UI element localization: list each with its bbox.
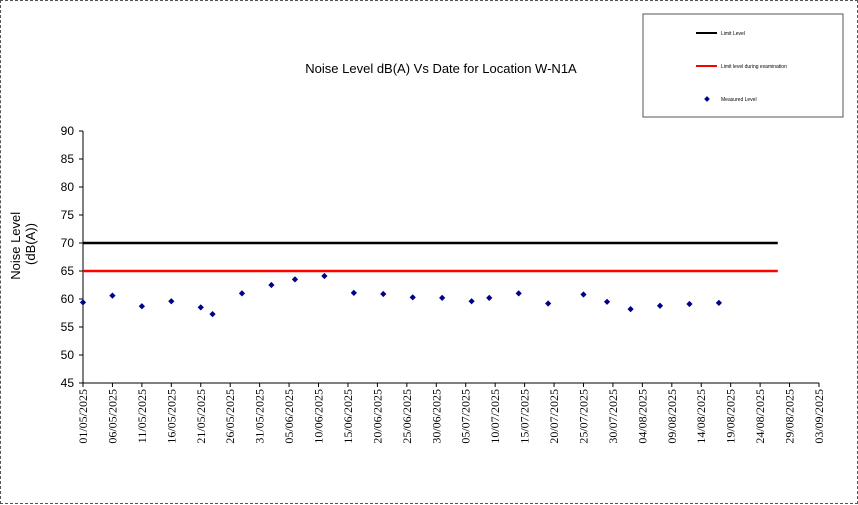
x-tick-label: 21/05/2025: [194, 389, 208, 444]
x-tick-label: 25/07/2025: [576, 389, 590, 444]
y-tick-label: 90: [61, 124, 75, 138]
y-tick-label: 55: [61, 320, 75, 334]
x-tick-label: 16/05/2025: [164, 389, 178, 444]
measured-level-point: [686, 300, 693, 308]
chart-title: Noise Level dB(A) Vs Date for Location W…: [305, 61, 577, 76]
y-tick-label: 85: [61, 152, 75, 166]
measured-level-point: [468, 298, 475, 305]
x-tick-label: 24/08/2025: [753, 389, 767, 444]
legend-label-limit: Limit Level: [721, 31, 745, 37]
x-tick-label: 05/06/2025: [282, 389, 296, 444]
x-tick-label: 01/05/2025: [76, 389, 90, 444]
y-axis-title-line2: (dB(A)): [23, 223, 38, 265]
measured-level-point: [545, 300, 552, 307]
plot-area: 45 50 55 60 65 70 75 80 85 90 01/05/2025 06/05/2025…: [61, 124, 826, 444]
measured-level-point: [321, 272, 328, 280]
measured-level-point: [439, 294, 446, 301]
legend-label-measured: Measured Level: [721, 97, 757, 103]
measured-level-point: [515, 290, 522, 297]
y-tick-label: 75: [61, 208, 75, 222]
measured-level-point: [715, 299, 723, 307]
x-tick-label: 14/08/2025: [694, 389, 708, 444]
measured-level-point: [197, 304, 204, 311]
x-tick-label: 15/06/2025: [341, 389, 355, 444]
x-tick-label: 30/07/2025: [606, 389, 620, 444]
measured-level-point: [268, 281, 275, 289]
x-tick-label: 19/08/2025: [724, 389, 738, 444]
measured-level-point: [238, 290, 246, 297]
x-tick-label: 26/05/2025: [223, 389, 237, 444]
x-tick-label: 29/08/2025: [783, 389, 797, 444]
measured-level-point: [109, 292, 116, 299]
x-tick-label: 04/08/2025: [635, 389, 649, 444]
x-tick-label: 31/05/2025: [253, 389, 267, 444]
legend-label-exam: Limit level during examination: [721, 64, 787, 70]
measured-level-point: [486, 294, 493, 301]
measured-level-point: [350, 289, 357, 296]
y-tick-label: 80: [61, 180, 75, 194]
x-tick-label: 03/09/2025: [812, 389, 826, 444]
y-tick-label: 50: [61, 348, 75, 362]
measured-level-point: [291, 276, 299, 283]
measured-level-point: [79, 299, 87, 306]
measured-level-point: [380, 290, 387, 298]
y-axis-title: Noise Level (dB(A)): [8, 208, 38, 280]
x-tick-label: 15/07/2025: [518, 389, 532, 444]
measured-level-point: [656, 302, 664, 309]
measured-level-point: [209, 311, 216, 318]
measured-level-point: [409, 294, 416, 301]
legend-box: [642, 13, 844, 118]
x-tick-label: 05/07/2025: [459, 389, 473, 444]
y-tick-label: 65: [61, 264, 75, 278]
legend: Limit Level Limit level during examinati…: [642, 13, 844, 118]
legend-marker-measured: [704, 96, 710, 102]
measured-level-point: [580, 291, 587, 298]
x-tick-label: 20/07/2025: [547, 389, 561, 444]
x-tick-label: 25/06/2025: [400, 389, 414, 444]
measured-level-point: [138, 303, 145, 310]
y-axis-title-line1: Noise Level: [8, 212, 23, 280]
y-tick-label: 45: [61, 376, 75, 390]
x-tick-label: 20/06/2025: [370, 389, 384, 444]
measured-level-point: [603, 298, 611, 305]
x-tick-label: 11/05/2025: [135, 389, 149, 443]
measured-level-point: [627, 305, 634, 313]
y-tick-label: 60: [61, 292, 75, 306]
x-tick-label: 30/06/2025: [429, 389, 443, 444]
x-tick-label: 10/07/2025: [488, 389, 502, 444]
x-tick-label: 09/08/2025: [665, 389, 679, 444]
x-tick-label: 06/05/2025: [105, 389, 119, 444]
y-tick-label: 70: [61, 236, 75, 250]
x-tick-label: 10/06/2025: [312, 389, 326, 444]
measured-level-point: [168, 298, 175, 305]
